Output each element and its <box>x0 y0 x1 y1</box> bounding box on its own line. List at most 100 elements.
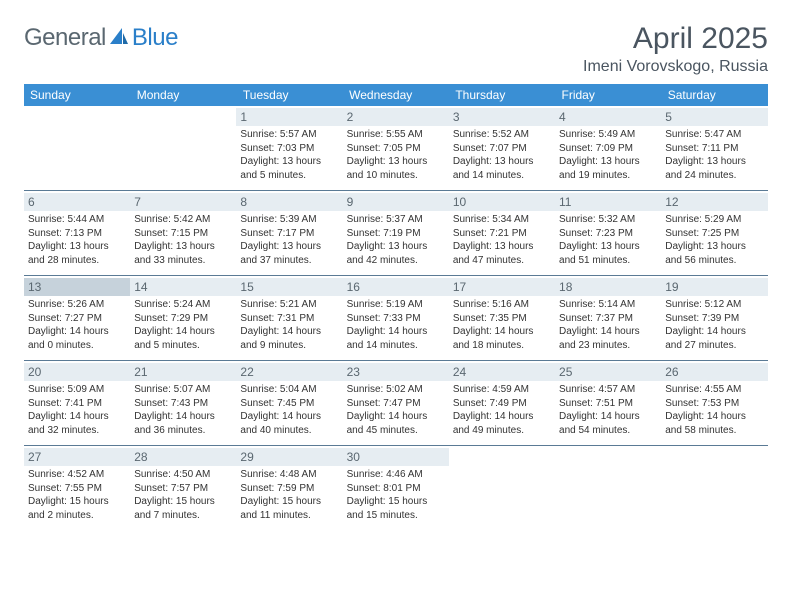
daylight-line: Daylight: 14 hours and 32 minutes. <box>28 410 126 437</box>
day-number: 5 <box>661 108 767 126</box>
weekday-header-row: SundayMondayTuesdayWednesdayThursdayFrid… <box>24 84 768 106</box>
day-number: 6 <box>24 193 130 211</box>
sunrise-line: Sunrise: 5:12 AM <box>665 298 763 312</box>
daylight-line: Daylight: 14 hours and 9 minutes. <box>240 325 338 352</box>
day-number: 12 <box>661 193 767 211</box>
calendar-day-cell: 21Sunrise: 5:07 AMSunset: 7:43 PMDayligh… <box>130 361 236 446</box>
day-number: 25 <box>555 363 661 381</box>
sunrise-line: Sunrise: 5:34 AM <box>453 213 551 227</box>
daylight-line: Daylight: 13 hours and 28 minutes. <box>28 240 126 267</box>
day-details: Sunrise: 4:48 AMSunset: 7:59 PMDaylight:… <box>240 468 338 522</box>
calendar-table: SundayMondayTuesdayWednesdayThursdayFrid… <box>24 84 768 530</box>
day-details: Sunrise: 5:19 AMSunset: 7:33 PMDaylight:… <box>347 298 445 352</box>
calendar-day-cell: 16Sunrise: 5:19 AMSunset: 7:33 PMDayligh… <box>343 276 449 361</box>
sunrise-line: Sunrise: 4:57 AM <box>559 383 657 397</box>
sunrise-line: Sunrise: 5:21 AM <box>240 298 338 312</box>
day-number: 4 <box>555 108 661 126</box>
calendar-day-cell: 19Sunrise: 5:12 AMSunset: 7:39 PMDayligh… <box>661 276 767 361</box>
day-details: Sunrise: 5:47 AMSunset: 7:11 PMDaylight:… <box>665 128 763 182</box>
sunset-line: Sunset: 7:09 PM <box>559 142 657 156</box>
daylight-line: Daylight: 13 hours and 33 minutes. <box>134 240 232 267</box>
calendar-week-row: 1Sunrise: 5:57 AMSunset: 7:03 PMDaylight… <box>24 106 768 191</box>
day-details: Sunrise: 5:04 AMSunset: 7:45 PMDaylight:… <box>240 383 338 437</box>
day-number: 27 <box>24 448 130 466</box>
day-number: 17 <box>449 278 555 296</box>
daylight-line: Daylight: 15 hours and 2 minutes. <box>28 495 126 522</box>
day-number: 14 <box>130 278 236 296</box>
sunrise-line: Sunrise: 5:14 AM <box>559 298 657 312</box>
calendar-day-cell: 25Sunrise: 4:57 AMSunset: 7:51 PMDayligh… <box>555 361 661 446</box>
day-number: 2 <box>343 108 449 126</box>
daylight-line: Daylight: 13 hours and 42 minutes. <box>347 240 445 267</box>
day-details: Sunrise: 5:42 AMSunset: 7:15 PMDaylight:… <box>134 213 232 267</box>
sunset-line: Sunset: 7:17 PM <box>240 227 338 241</box>
calendar-day-cell: 24Sunrise: 4:59 AMSunset: 7:49 PMDayligh… <box>449 361 555 446</box>
calendar-day-cell: 26Sunrise: 4:55 AMSunset: 7:53 PMDayligh… <box>661 361 767 446</box>
sunrise-line: Sunrise: 4:52 AM <box>28 468 126 482</box>
sunset-line: Sunset: 7:49 PM <box>453 397 551 411</box>
day-number: 8 <box>236 193 342 211</box>
daylight-line: Daylight: 14 hours and 23 minutes. <box>559 325 657 352</box>
sunrise-line: Sunrise: 5:37 AM <box>347 213 445 227</box>
daylight-line: Daylight: 14 hours and 27 minutes. <box>665 325 763 352</box>
sunset-line: Sunset: 7:55 PM <box>28 482 126 496</box>
sunset-line: Sunset: 7:45 PM <box>240 397 338 411</box>
day-details: Sunrise: 5:16 AMSunset: 7:35 PMDaylight:… <box>453 298 551 352</box>
calendar-day-cell: 29Sunrise: 4:48 AMSunset: 7:59 PMDayligh… <box>236 446 342 531</box>
calendar-day-cell <box>555 446 661 531</box>
daylight-line: Daylight: 14 hours and 5 minutes. <box>134 325 232 352</box>
calendar-day-cell: 9Sunrise: 5:37 AMSunset: 7:19 PMDaylight… <box>343 191 449 276</box>
daylight-line: Daylight: 14 hours and 36 minutes. <box>134 410 232 437</box>
sunset-line: Sunset: 7:05 PM <box>347 142 445 156</box>
daylight-line: Daylight: 14 hours and 0 minutes. <box>28 325 126 352</box>
sunset-line: Sunset: 7:35 PM <box>453 312 551 326</box>
calendar-day-cell: 23Sunrise: 5:02 AMSunset: 7:47 PMDayligh… <box>343 361 449 446</box>
day-number: 22 <box>236 363 342 381</box>
sunrise-line: Sunrise: 5:32 AM <box>559 213 657 227</box>
daylight-line: Daylight: 14 hours and 58 minutes. <box>665 410 763 437</box>
title-block: April 2025 Imeni Vorovskogo, Russia <box>583 22 768 76</box>
sunset-line: Sunset: 7:37 PM <box>559 312 657 326</box>
sunrise-line: Sunrise: 5:07 AM <box>134 383 232 397</box>
calendar-week-row: 27Sunrise: 4:52 AMSunset: 7:55 PMDayligh… <box>24 446 768 531</box>
sunrise-line: Sunrise: 5:02 AM <box>347 383 445 397</box>
sunset-line: Sunset: 7:27 PM <box>28 312 126 326</box>
sunset-line: Sunset: 7:33 PM <box>347 312 445 326</box>
sunrise-line: Sunrise: 5:42 AM <box>134 213 232 227</box>
day-details: Sunrise: 5:24 AMSunset: 7:29 PMDaylight:… <box>134 298 232 352</box>
sunrise-line: Sunrise: 5:55 AM <box>347 128 445 142</box>
logo-text-blue: Blue <box>132 24 178 52</box>
sunset-line: Sunset: 7:59 PM <box>240 482 338 496</box>
calendar-day-cell: 11Sunrise: 5:32 AMSunset: 7:23 PMDayligh… <box>555 191 661 276</box>
calendar-day-cell: 8Sunrise: 5:39 AMSunset: 7:17 PMDaylight… <box>236 191 342 276</box>
day-number: 20 <box>24 363 130 381</box>
day-number: 30 <box>343 448 449 466</box>
logo: General Blue <box>24 24 178 52</box>
day-details: Sunrise: 4:59 AMSunset: 7:49 PMDaylight:… <box>453 383 551 437</box>
daylight-line: Daylight: 15 hours and 7 minutes. <box>134 495 232 522</box>
daylight-line: Daylight: 14 hours and 49 minutes. <box>453 410 551 437</box>
day-details: Sunrise: 5:02 AMSunset: 7:47 PMDaylight:… <box>347 383 445 437</box>
weekday-header: Tuesday <box>236 84 342 106</box>
daylight-line: Daylight: 13 hours and 24 minutes. <box>665 155 763 182</box>
sunset-line: Sunset: 7:21 PM <box>453 227 551 241</box>
sunset-line: Sunset: 7:31 PM <box>240 312 338 326</box>
day-number: 10 <box>449 193 555 211</box>
day-details: Sunrise: 4:52 AMSunset: 7:55 PMDaylight:… <box>28 468 126 522</box>
page-title: April 2025 <box>583 22 768 56</box>
sunset-line: Sunset: 7:11 PM <box>665 142 763 156</box>
calendar-day-cell <box>130 106 236 191</box>
calendar-day-cell <box>449 446 555 531</box>
sunrise-line: Sunrise: 5:24 AM <box>134 298 232 312</box>
sunrise-line: Sunrise: 5:52 AM <box>453 128 551 142</box>
day-details: Sunrise: 4:50 AMSunset: 7:57 PMDaylight:… <box>134 468 232 522</box>
calendar-day-cell: 6Sunrise: 5:44 AMSunset: 7:13 PMDaylight… <box>24 191 130 276</box>
day-details: Sunrise: 5:52 AMSunset: 7:07 PMDaylight:… <box>453 128 551 182</box>
sunrise-line: Sunrise: 4:48 AM <box>240 468 338 482</box>
daylight-line: Daylight: 13 hours and 37 minutes. <box>240 240 338 267</box>
daylight-line: Daylight: 13 hours and 19 minutes. <box>559 155 657 182</box>
calendar-day-cell: 13Sunrise: 5:26 AMSunset: 7:27 PMDayligh… <box>24 276 130 361</box>
day-number: 26 <box>661 363 767 381</box>
daylight-line: Daylight: 13 hours and 14 minutes. <box>453 155 551 182</box>
day-details: Sunrise: 5:12 AMSunset: 7:39 PMDaylight:… <box>665 298 763 352</box>
